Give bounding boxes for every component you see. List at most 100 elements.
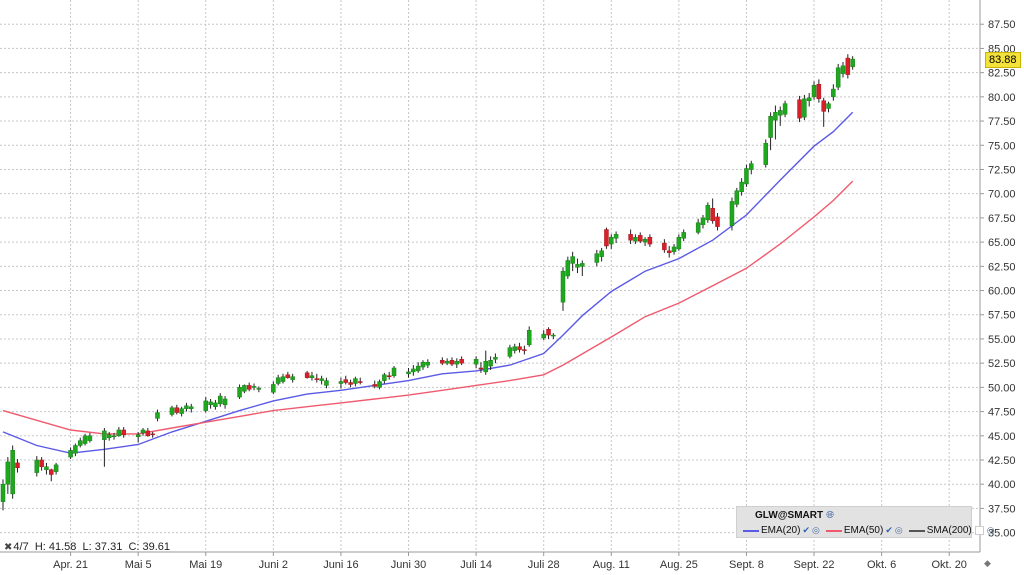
- candle-body-up: [806, 97, 812, 101]
- candle: [546, 327, 551, 339]
- candle-body-up: [734, 190, 740, 205]
- candle: [179, 406, 184, 417]
- candle: [681, 229, 686, 242]
- y-tick-label: 67.50: [988, 213, 1016, 225]
- candle: [39, 457, 44, 471]
- candle: [391, 366, 397, 378]
- candle: [483, 350, 489, 375]
- ohlc-readout: ✖4/7 H: 41.58 L: 37.31 C: 39.61: [4, 541, 170, 553]
- axis-diamond-icon[interactable]: ◆: [984, 558, 991, 568]
- candle: [570, 251, 575, 272]
- candle-body-up: [840, 65, 846, 74]
- check-icon[interactable]: ✔: [802, 525, 810, 535]
- candle: [749, 160, 754, 175]
- x-tick-label: Juni 2: [259, 559, 288, 571]
- candle-body-up: [613, 234, 619, 239]
- candle: [633, 234, 638, 245]
- candle-body-up: [425, 361, 431, 366]
- candle: [102, 428, 107, 467]
- candle: [763, 139, 769, 168]
- ohlc-close-label: C:: [128, 541, 140, 553]
- candle-body-down: [459, 359, 464, 364]
- candle-body-up: [222, 398, 228, 406]
- check-icon[interactable]: ✔: [885, 525, 893, 535]
- candle-body-up: [777, 110, 783, 116]
- candle-body-up: [155, 412, 160, 419]
- candle-body-down: [49, 469, 54, 475]
- candle-body-up: [473, 359, 479, 365]
- candle: [353, 376, 358, 387]
- legend[interactable]: GLW@SMART 🌐︎ EMA(20) ✔ ◎ EMA(50) ✔ ◎ SMA(20…: [736, 506, 995, 538]
- candle: [647, 234, 653, 247]
- candle-body-up: [609, 237, 614, 245]
- candle: [87, 432, 93, 443]
- ohlc-date: 4/7: [13, 541, 29, 553]
- candle-body-up: [290, 376, 295, 380]
- y-tick-label: 57.50: [988, 310, 1016, 322]
- candle: [628, 229, 633, 245]
- candle: [77, 437, 83, 448]
- candle-body-up: [415, 365, 421, 372]
- candle-body-up: [705, 205, 711, 221]
- candle-body-up: [77, 440, 83, 446]
- candle-body-up: [280, 376, 286, 382]
- x-tick-label: Mai 19: [189, 559, 222, 571]
- candle: [343, 375, 349, 385]
- candle: [411, 365, 416, 376]
- series-line-ema20: [2, 111, 854, 454]
- candle-body-down: [816, 84, 822, 100]
- candle-body-up: [140, 429, 146, 434]
- y-tick-label: 47.50: [988, 407, 1016, 419]
- candle-body-up: [68, 450, 73, 458]
- candle: [213, 399, 218, 410]
- candle: [609, 234, 614, 249]
- settings-icon[interactable]: ◎: [812, 525, 820, 535]
- candle: [184, 402, 189, 412]
- legend-entries: EMA(20) ✔ ◎ EMA(50) ✔ ◎ SMA(200) ◎: [741, 525, 999, 536]
- checkbox-icon[interactable]: [974, 526, 984, 535]
- candle: [522, 345, 527, 355]
- candle: [662, 239, 667, 253]
- globe-icon[interactable]: 🌐︎: [826, 510, 835, 521]
- x-tick-label: Apr. 21: [53, 559, 88, 571]
- candle: [82, 433, 88, 446]
- settings-icon[interactable]: ◎: [986, 525, 995, 535]
- candle-body-up: [729, 201, 735, 226]
- candle: [145, 428, 151, 437]
- candle-body-up: [493, 357, 498, 360]
- legend-title: GLW@SMART 🌐︎: [755, 510, 834, 521]
- candle-body-down: [666, 250, 672, 254]
- candle-body-up: [377, 381, 382, 388]
- x-tick-label: Okt. 6: [867, 559, 896, 571]
- candle-body-up: [82, 435, 88, 444]
- candle: [710, 198, 715, 224]
- candle: [357, 377, 363, 385]
- candle: [449, 357, 455, 367]
- candle-body-up: [179, 408, 184, 414]
- candle-body-up: [526, 329, 532, 346]
- candle: [526, 326, 532, 347]
- candle: [666, 245, 672, 258]
- candle: [382, 372, 387, 384]
- candle-body-up: [213, 402, 218, 407]
- candle-body-up: [203, 400, 209, 411]
- candle: [420, 360, 426, 370]
- candle-body-up: [411, 368, 416, 373]
- candle: [319, 375, 324, 385]
- y-tick-label: 40.00: [988, 479, 1016, 491]
- candle: [517, 342, 522, 353]
- candle: [700, 214, 706, 229]
- settings-icon[interactable]: ◎: [894, 525, 903, 535]
- crosshair-icon: ✖: [4, 542, 13, 553]
- candle: [488, 356, 493, 370]
- candle-body-up: [111, 435, 117, 438]
- x-tick-label: Okt. 20: [931, 559, 966, 571]
- candle: [73, 443, 78, 457]
- candle-body-up: [34, 459, 40, 473]
- candle-body-down: [522, 349, 527, 351]
- candle: [275, 374, 281, 386]
- candle-body-up: [763, 143, 769, 165]
- candle-body-up: [353, 378, 358, 384]
- candle-body-up: [106, 434, 112, 438]
